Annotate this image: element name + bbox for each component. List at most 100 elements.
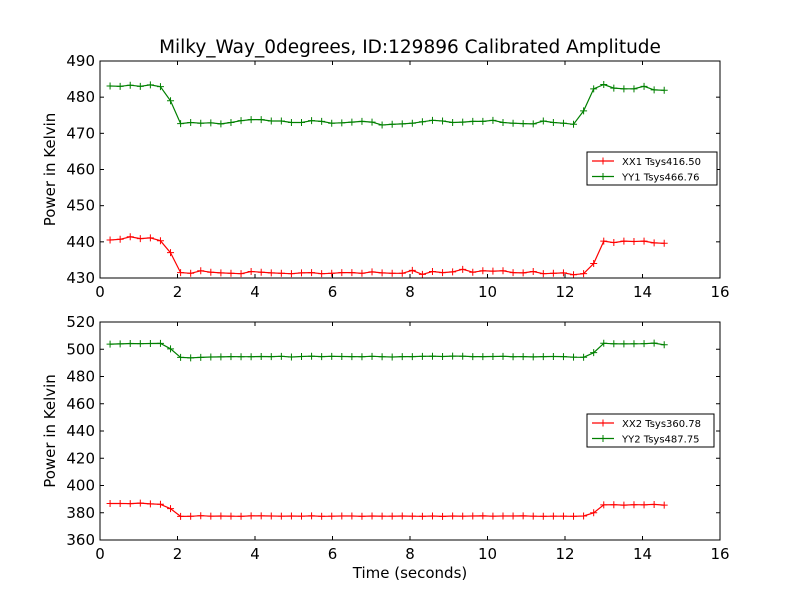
data-point <box>610 340 618 348</box>
data-point <box>449 352 457 360</box>
data-point <box>277 512 285 520</box>
data-point <box>378 269 386 277</box>
data-point <box>469 268 477 276</box>
data-point <box>620 85 628 93</box>
data-point <box>529 512 537 520</box>
data-point <box>620 340 628 348</box>
y-tick-label: 460 <box>66 161 95 179</box>
data-point <box>620 501 628 509</box>
data-point <box>640 237 648 245</box>
data-point <box>368 118 376 126</box>
data-point <box>318 270 326 278</box>
data-point <box>197 512 205 520</box>
legend-label: XX2 Tsys360.78 <box>622 419 701 430</box>
data-point <box>106 236 114 244</box>
data-point <box>398 512 406 520</box>
data-point <box>580 107 588 115</box>
legend-label: XX1 Tsys416.50 <box>622 157 701 168</box>
legend-marker <box>599 173 607 180</box>
data-point <box>570 353 578 361</box>
x-tick-label: 12 <box>555 545 574 563</box>
data-point <box>439 512 447 520</box>
data-point <box>197 119 205 127</box>
data-point <box>177 512 185 520</box>
data-point <box>499 512 507 520</box>
data-point <box>499 118 507 126</box>
data-point <box>277 117 285 125</box>
data-point <box>570 512 578 520</box>
data-point <box>277 352 285 360</box>
data-point <box>328 352 336 360</box>
y-tick-label: 440 <box>66 422 95 440</box>
series-1 <box>106 499 668 520</box>
y-tick-label: 490 <box>66 52 95 70</box>
data-point <box>328 512 336 520</box>
data-point <box>590 349 598 357</box>
x-axis-label: Time (seconds) <box>352 564 468 582</box>
data-point <box>489 512 497 520</box>
data-point <box>187 354 195 362</box>
data-point <box>358 117 366 125</box>
data-point <box>630 340 638 348</box>
data-point <box>489 352 497 360</box>
y-tick-label: 420 <box>66 449 95 467</box>
data-point <box>418 352 426 360</box>
x-tick-label: 8 <box>405 545 415 563</box>
data-point <box>650 86 658 94</box>
data-point <box>549 352 557 360</box>
data-point <box>459 265 467 273</box>
data-point <box>610 239 618 247</box>
x-tick-label: 14 <box>633 283 652 301</box>
data-point <box>449 118 457 126</box>
data-point <box>610 501 618 509</box>
data-point <box>217 269 225 277</box>
data-point <box>298 269 305 277</box>
data-point <box>237 353 245 361</box>
data-point <box>418 270 426 278</box>
data-point <box>257 116 265 124</box>
data-point <box>388 269 396 277</box>
data-point <box>308 117 316 125</box>
data-point <box>489 116 497 124</box>
data-point <box>519 120 527 128</box>
data-point <box>318 353 326 361</box>
legend-marker <box>599 157 607 165</box>
data-point <box>267 512 275 520</box>
data-point <box>449 268 457 276</box>
data-point <box>156 339 164 347</box>
data-point <box>428 267 436 275</box>
data-point <box>650 339 658 347</box>
top-plot: 0 2 4 6 8 10 12 14 16 430 440 450 460 470 480 490 Power … <box>41 52 730 301</box>
data-point <box>398 120 406 128</box>
data-point <box>368 352 376 360</box>
data-point <box>549 118 557 126</box>
x-tick-label: 2 <box>173 545 183 563</box>
x-tick-label: 8 <box>405 283 415 301</box>
data-point <box>610 84 618 92</box>
data-point <box>408 353 416 361</box>
data-point <box>559 269 567 277</box>
data-point <box>428 352 436 360</box>
x-tick-label: 10 <box>478 283 497 301</box>
data-point <box>217 512 225 520</box>
data-point <box>146 500 154 508</box>
data-point <box>187 512 195 520</box>
y-axis-label: Power in Kelvin <box>41 113 59 227</box>
data-point <box>338 269 346 277</box>
data-point <box>529 353 537 361</box>
data-point <box>217 353 225 361</box>
data-point <box>136 499 144 507</box>
data-point <box>358 269 366 277</box>
data-point <box>469 512 477 520</box>
data-point <box>207 119 215 127</box>
data-point <box>449 512 457 520</box>
data-point <box>126 81 134 89</box>
data-point <box>106 340 114 348</box>
data-point <box>267 269 275 277</box>
data-point <box>428 116 436 124</box>
data-point <box>136 235 144 243</box>
data-point <box>418 118 426 126</box>
data-point <box>167 345 175 353</box>
data-point <box>267 353 275 361</box>
data-point <box>499 267 507 275</box>
